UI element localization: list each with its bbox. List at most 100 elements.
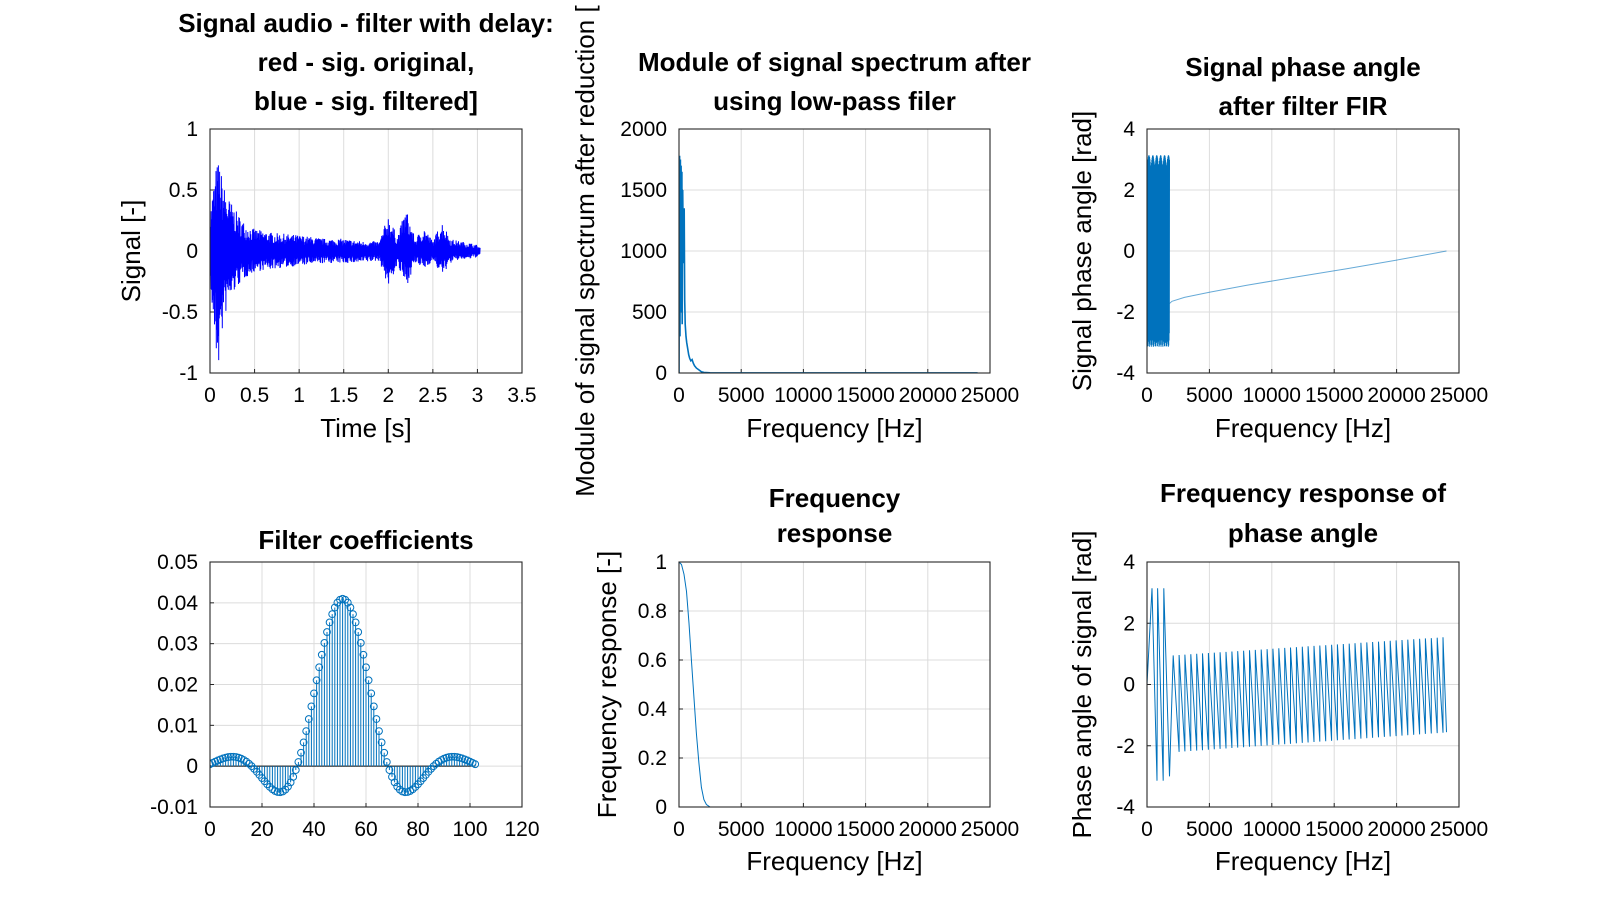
chart-title: Signal phase angle	[1185, 52, 1421, 82]
y-tick-label: -0.01	[150, 796, 198, 819]
stem-marker	[367, 689, 376, 698]
y-tick-label: 0.8	[638, 600, 667, 623]
plot-area	[679, 155, 978, 373]
x-tick-label: 80	[406, 818, 429, 841]
y-axis-label: Signal phase angle [rad]	[1067, 111, 1097, 391]
axes-frame	[209, 128, 523, 374]
y-tick-label: 1	[655, 551, 667, 574]
y-tick-label: 0.4	[638, 698, 668, 721]
stem-marker	[411, 783, 420, 791]
stem-marker	[471, 760, 480, 769]
stem-marker	[390, 778, 399, 787]
y-tick-label: 500	[632, 301, 667, 324]
y-tick-label: 0.6	[638, 649, 667, 672]
stem-marker	[369, 702, 378, 711]
x-tick-label: 100	[452, 818, 487, 841]
chart-title: Frequency response of	[1160, 478, 1446, 508]
y-tick-label: 0.01	[157, 714, 198, 737]
stem-marker	[372, 715, 381, 723]
y-tick-label: 0	[1123, 240, 1135, 263]
y-axis-label: Frequency response [-]	[592, 551, 622, 818]
stem-marker	[245, 759, 253, 768]
y-tick-label: 0	[655, 362, 667, 385]
x-tick-label: 120	[504, 818, 539, 841]
x-tick-label: 1	[293, 384, 305, 407]
stem-marker	[377, 738, 386, 747]
chart-title: Filter coefficients	[258, 525, 473, 555]
stem-marker	[427, 764, 435, 773]
axes-signal: 0 0.5 1 1.5 2 2.5 3 3.5 -1 -0.5 0 0.5 1 Signal audio …	[116, 8, 554, 443]
y-tick-label: -1	[179, 362, 198, 385]
y-tick-label: 0	[655, 796, 667, 819]
stem-marker	[325, 618, 334, 627]
stem-marker	[323, 628, 331, 636]
stem-marker	[382, 758, 391, 766]
x-tick-label: 0	[1141, 818, 1153, 841]
axes-coeffs: 0 20 40 60 80 100 120 -0.01 0 0.01 0.02 0.03 0.04 0.0…	[150, 525, 539, 841]
plot-area	[1147, 155, 1447, 347]
y-tick-label: 0.04	[157, 592, 198, 615]
x-axis-label: Frequency [Hz]	[1215, 413, 1391, 443]
x-tick-label: 0.5	[240, 384, 269, 407]
y-tick-label: -4	[1116, 362, 1135, 385]
chart-title: Signal audio - filter with delay:	[178, 8, 554, 38]
x-tick-label: 20	[250, 818, 273, 841]
stem-marker	[299, 738, 308, 747]
y-tick-label: 0	[1123, 674, 1135, 697]
x-tick-label: 25000	[961, 818, 1019, 841]
y-tick-label: 2	[1123, 179, 1135, 202]
stem-marker	[317, 650, 326, 659]
x-axis-label: Time [s]	[320, 413, 411, 443]
stem-marker	[312, 676, 321, 685]
y-axis-label: Phase angle of signal [rad]	[1067, 531, 1097, 839]
stem-marker	[351, 618, 360, 627]
signal-filtered-line	[210, 165, 481, 361]
y-tick-label: -2	[1116, 735, 1135, 758]
y-axis-label: Signal [-]	[116, 200, 146, 303]
stem-marker	[346, 603, 355, 612]
stem-marker	[304, 715, 313, 723]
x-tick-label: 15000	[836, 384, 894, 407]
y-tick-label: 0.5	[169, 179, 198, 202]
stem-marker	[450, 752, 459, 761]
series-line	[679, 155, 978, 373]
x-tick-label: 15000	[836, 818, 894, 841]
stem-marker	[278, 787, 287, 796]
x-tick-label: 0	[673, 384, 685, 407]
stem-marker	[445, 753, 454, 761]
stem-marker	[297, 748, 305, 757]
stem-marker	[242, 757, 251, 766]
phase-response-line	[1147, 588, 1447, 781]
x-axis-label: Frequency [Hz]	[1215, 846, 1391, 876]
x-tick-label: 15000	[1305, 818, 1363, 841]
stem-marker	[408, 785, 417, 794]
y-tick-label: 0	[186, 240, 198, 263]
plot-area	[210, 165, 481, 361]
x-tick-label: 60	[354, 818, 377, 841]
stem-marker	[359, 650, 368, 659]
chart-title: using low-pass filer	[713, 86, 956, 116]
stem-marker	[284, 782, 292, 791]
x-tick-label: 10000	[1243, 384, 1301, 407]
stem-marker	[429, 762, 438, 771]
x-tick-label: 5000	[718, 818, 765, 841]
x-tick-label: 0	[1141, 384, 1153, 407]
x-tick-label: 2	[382, 384, 394, 407]
stem-marker	[315, 663, 324, 672]
stem-marker	[291, 766, 300, 774]
plot-area	[679, 562, 978, 807]
x-tick-label: 25000	[1430, 384, 1488, 407]
stem-marker	[349, 610, 357, 619]
stem-marker	[224, 753, 233, 761]
y-tick-label: 4	[1123, 551, 1135, 574]
x-tick-label: 5000	[1186, 818, 1233, 841]
axes-spectrum: 0 5000 10000 15000 20000 25000 0 500 1000 1500 200…	[570, 5, 1031, 497]
axes-frame	[678, 128, 991, 374]
axes-frame	[678, 561, 991, 808]
stem-marker	[310, 689, 318, 698]
stem-marker	[385, 766, 394, 774]
axes-phaseresp: 0 5000 10000 15000 20000 25000 -4 -2 0 2 4 Frequenc…	[1067, 478, 1488, 876]
y-tick-label: -0.5	[162, 301, 198, 324]
stem-marker	[289, 772, 298, 781]
